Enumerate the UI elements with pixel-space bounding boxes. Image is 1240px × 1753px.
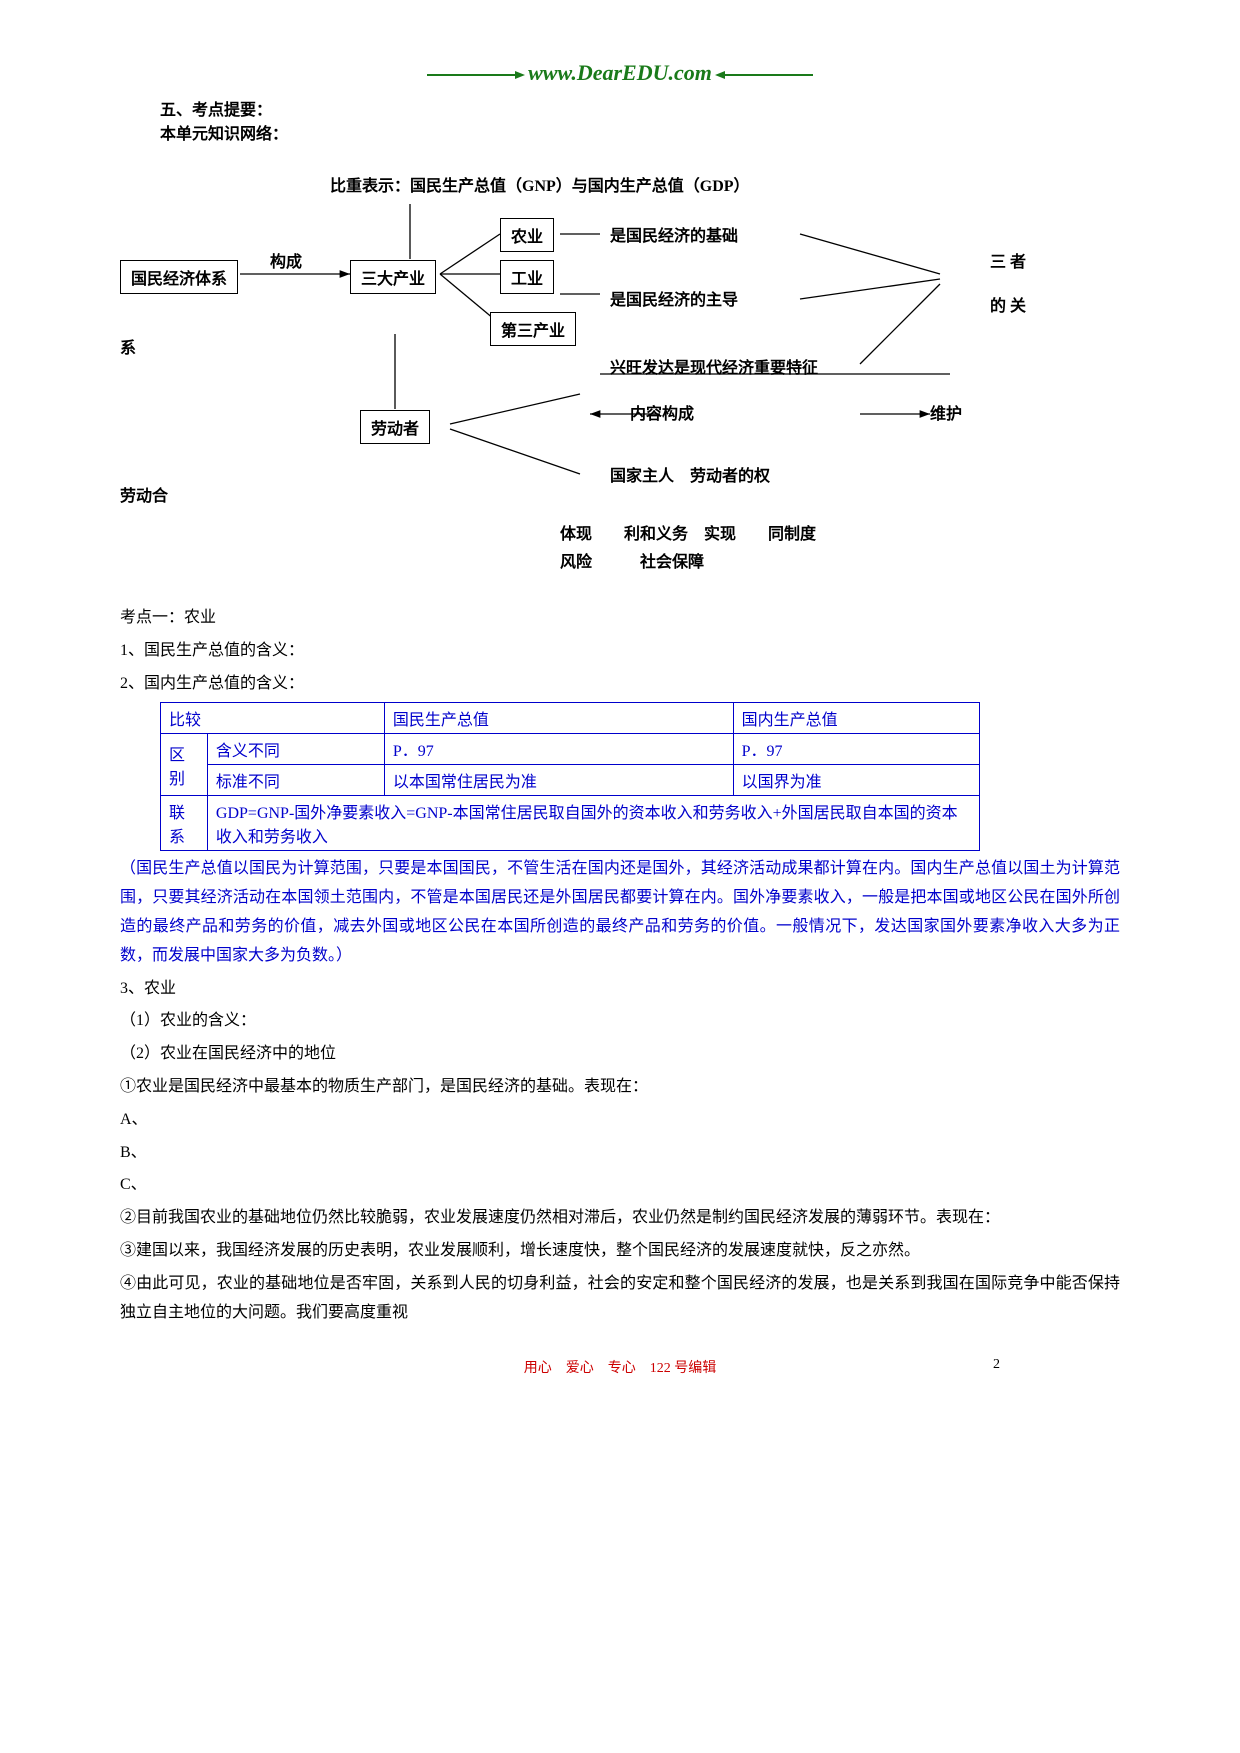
cell: 区别: [161, 734, 208, 796]
site-header: www.DearEDU.com: [120, 60, 1120, 86]
cell: GDP=GNP-国外净要素收入=GNP-本国常住居民取自国外的资本收入和劳务收入…: [207, 796, 979, 851]
label-xi: 系: [120, 334, 136, 358]
label-protect: 维护: [930, 400, 962, 424]
table-row: 比较 国民生产总值 国内生产总值: [161, 703, 980, 734]
box-three-industries: 三大产业: [350, 260, 436, 294]
box-agriculture: 农业: [500, 218, 554, 252]
p-8: B、: [120, 1139, 1120, 1168]
p-5: （2）农业在国民经济中的地位: [120, 1040, 1120, 1069]
p-9: C、: [120, 1171, 1120, 1200]
table-row: 区别 含义不同 P．97 P．97: [161, 734, 980, 765]
table-row: 标准不同 以本国常住居民为准 以国界为准: [161, 765, 980, 796]
site-url: www.DearEDU.com: [528, 60, 712, 85]
label-content: 内容构成: [630, 400, 694, 424]
cell: 以本国常住居民为准: [384, 765, 733, 796]
p-11: ③建国以来，我国经济发展的历史表明，农业发展顺利，增长速度快，整个国民经济的发展…: [120, 1237, 1120, 1266]
label-basis: 是国民经济的基础: [610, 222, 738, 246]
label-leading: 是国民经济的主导: [610, 286, 738, 310]
p-6: ①农业是国民经济中最基本的物质生产部门，是国民经济的基础。表现在：: [120, 1073, 1120, 1102]
cell: 含义不同: [207, 734, 384, 765]
label-top: 比重表示：国民生产总值（GNP）与国内生产总值（GDP）: [330, 172, 750, 196]
label-labor-contract: 劳动合: [120, 482, 168, 506]
point-1-2: 2、国内生产总值的含义：: [120, 670, 1120, 699]
label-right-mid: 的 关: [990, 292, 1026, 316]
label-right-top: 三 者: [990, 248, 1026, 272]
comparison-table: 比较 国民生产总值 国内生产总值 区别 含义不同 P．97 P．97 标准不同 …: [160, 702, 980, 851]
p-12: ④由此可见，农业的基础地位是否牢固，关系到人民的切身利益，社会的安定和整个国民经…: [120, 1270, 1120, 1328]
cell: P．97: [733, 734, 979, 765]
footer-text: 用心 爱心 专心 122 号编辑: [524, 1361, 717, 1376]
label-embody: 体现 利和义务 实现 同制度: [560, 520, 816, 544]
p-4: （1）农业的含义：: [120, 1007, 1120, 1036]
box-system: 国民经济体系: [120, 260, 238, 294]
cell: 联系: [161, 796, 208, 851]
cell: 国内生产总值: [733, 703, 979, 734]
page-number: 2: [993, 1357, 1000, 1373]
box-laborer: 劳动者: [360, 410, 430, 444]
box-tertiary: 第三产业: [490, 312, 576, 346]
cell: P．97: [384, 734, 733, 765]
cell: 以国界为准: [733, 765, 979, 796]
cell: 国民生产总值: [384, 703, 733, 734]
cell: 比较: [161, 703, 385, 734]
label-gouxing: 构成: [270, 248, 302, 272]
cell: 标准不同: [207, 765, 384, 796]
p-7: A、: [120, 1106, 1120, 1135]
section-title-1: 五、考点提要：: [160, 96, 1120, 120]
knowledge-diagram: 比重表示：国民生产总值（GNP）与国内生产总值（GDP） 国民经济体系 构成 三…: [120, 164, 1120, 594]
box-industry: 工业: [500, 260, 554, 294]
label-prosper: 兴旺发达是现代经济重要特征: [610, 354, 818, 378]
point-1-1: 1、国民生产总值的含义：: [120, 637, 1120, 666]
decor-line-left: [427, 74, 517, 76]
p-3: 3、农业: [120, 975, 1120, 1004]
page-footer: 用心 爱心 专心 122 号编辑 2: [120, 1357, 1120, 1377]
table-row: 联系 GDP=GNP-国外净要素收入=GNP-本国常住居民取自国外的资本收入和劳…: [161, 796, 980, 851]
label-risk: 风险 社会保障: [560, 548, 704, 572]
exam-point-1-title: 考点一：农业: [120, 604, 1120, 633]
p-10: ②目前我国农业的基础地位仍然比较脆弱，农业发展速度仍然相对滞后，农业仍然是制约国…: [120, 1204, 1120, 1233]
section-title-2: 本单元知识网络：: [160, 120, 1120, 144]
decor-line-right: [723, 74, 813, 76]
label-master: 国家主人 劳动者的权: [610, 462, 770, 486]
blue-explanation: （国民生产总值以国民为计算范围，只要是本国国民，不管生活在国内还是国外，其经济活…: [120, 855, 1120, 970]
